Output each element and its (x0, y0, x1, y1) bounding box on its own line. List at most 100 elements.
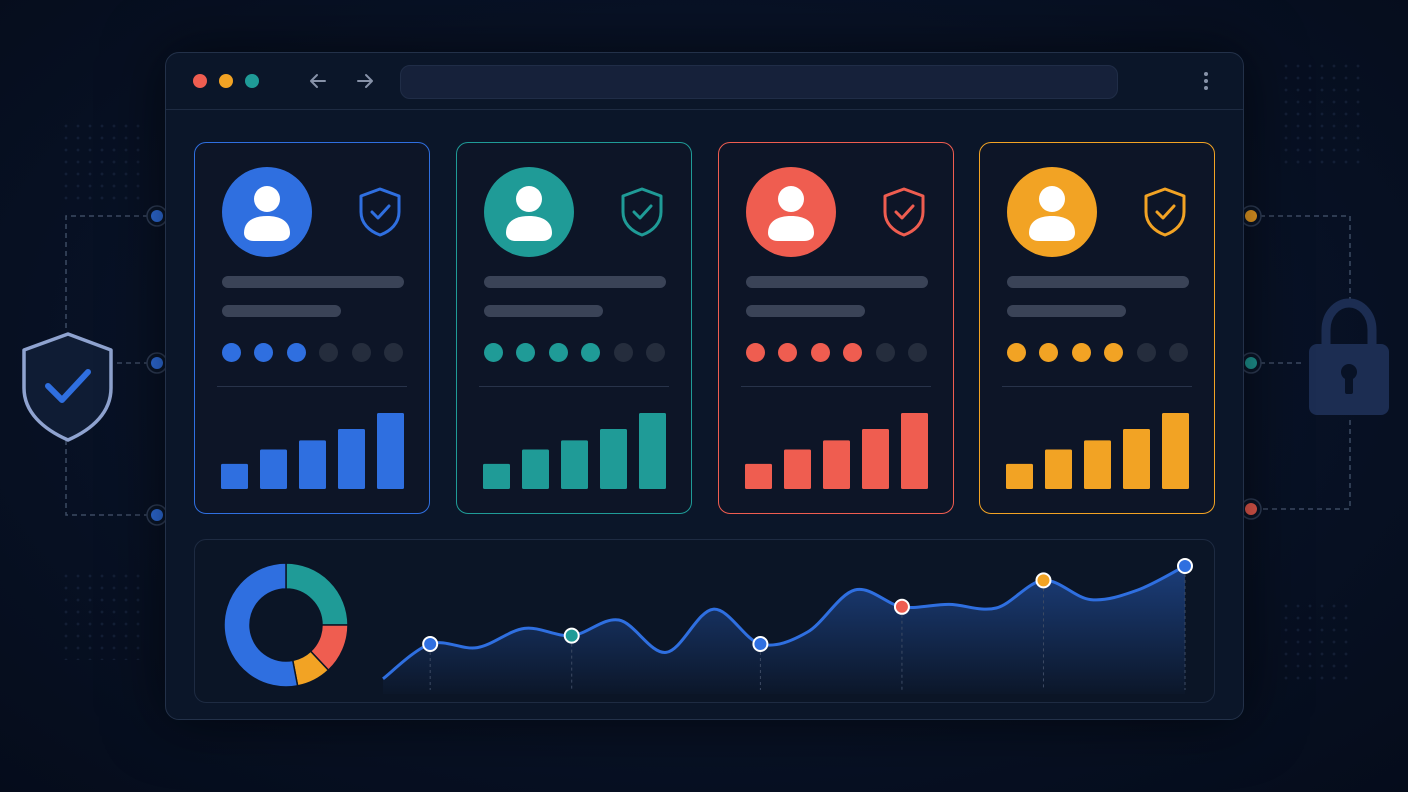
placeholder-text-line (222, 305, 341, 317)
profile-card[interactable] (456, 142, 692, 514)
mini-bar (1123, 428, 1150, 489)
shield-check-icon (22, 332, 113, 442)
placeholder-text-line (1007, 276, 1189, 288)
mini-bar (1006, 463, 1033, 489)
mini-bar-chart (483, 413, 666, 489)
mini-bar-chart (221, 413, 404, 489)
donut-segment (285, 562, 349, 626)
connector-node (1245, 503, 1257, 515)
trend-marker[interactable] (422, 636, 439, 652)
more-vertical-icon[interactable] (1202, 69, 1210, 93)
rating-dot-empty (875, 343, 895, 362)
placeholder-text-line (1007, 305, 1126, 317)
rating-dot-filled (286, 343, 306, 362)
address-bar[interactable] (400, 65, 1118, 99)
trend-marker[interactable] (563, 627, 580, 644)
rating-dots (1007, 343, 1197, 363)
mini-bar (1084, 440, 1111, 489)
rating-dot-filled (484, 343, 503, 362)
shield-check-icon (359, 187, 401, 237)
rating-dot-filled (581, 343, 601, 362)
mini-bar (784, 449, 811, 489)
connector-node (151, 509, 163, 521)
mini-bar (1045, 449, 1072, 489)
connector-node (1245, 210, 1257, 222)
trend-marker[interactable] (1177, 558, 1193, 574)
mini-bar (901, 413, 928, 489)
shield-check-icon (883, 187, 925, 237)
browser-toolbar (166, 53, 1243, 110)
trend-marker[interactable] (893, 598, 910, 615)
mini-bar (639, 413, 666, 489)
mini-bar (1162, 413, 1189, 489)
trend-marker[interactable] (752, 636, 769, 652)
rating-dot-filled (1071, 343, 1091, 362)
shield-check-icon (1144, 187, 1186, 237)
placeholder-text-line (484, 305, 603, 317)
rating-dot-empty (1169, 343, 1188, 362)
placeholder-text-line (746, 276, 928, 288)
card-divider (1002, 386, 1192, 387)
rating-dots (222, 343, 412, 363)
donut-chart (223, 562, 349, 688)
card-divider (479, 386, 669, 387)
left-connector-dots (146, 205, 168, 526)
profile-card[interactable] (194, 142, 430, 514)
card-divider (741, 386, 931, 387)
mini-bar (299, 440, 326, 489)
background-dot-pattern (1280, 600, 1350, 680)
rating-dot-filled (1007, 343, 1026, 362)
rating-dot-filled (548, 343, 568, 362)
rating-dot-empty (319, 343, 339, 362)
padlock-icon (1309, 298, 1389, 415)
rating-dots (484, 343, 674, 363)
card-divider (217, 386, 407, 387)
rating-dot-empty (351, 343, 371, 362)
rating-dot-filled (254, 343, 274, 362)
rating-dot-empty (908, 343, 927, 362)
rating-dot-filled (516, 343, 536, 362)
mini-bar (221, 463, 248, 489)
trend-marker[interactable] (1035, 572, 1052, 589)
mini-bar (522, 449, 549, 489)
mini-bar (338, 428, 365, 489)
rating-dot-empty (646, 343, 665, 362)
mini-bar (561, 440, 588, 489)
mini-bar (862, 428, 889, 489)
forward-arrow-icon[interactable] (353, 69, 377, 93)
rating-dot-filled (222, 343, 241, 362)
window-minimize-button[interactable] (219, 74, 233, 88)
connector-node (151, 357, 163, 369)
user-avatar-icon (484, 167, 574, 257)
donut-segment (223, 562, 299, 688)
rating-dot-empty (613, 343, 633, 362)
background-dot-pattern (1280, 60, 1360, 170)
mini-bar (483, 463, 510, 489)
browser-window (165, 52, 1244, 720)
rating-dot-filled (778, 343, 798, 362)
rating-dot-filled (1104, 343, 1124, 362)
mini-bar (823, 440, 850, 489)
connector-node (1245, 357, 1257, 369)
rating-dot-filled (843, 343, 863, 362)
background-dot-pattern (60, 120, 140, 200)
rating-dots (746, 343, 936, 363)
analytics-panel (194, 539, 1215, 703)
shield-check-icon (621, 187, 663, 237)
trend-area (383, 566, 1185, 694)
profile-card[interactable] (979, 142, 1215, 514)
mini-bar (377, 413, 404, 489)
rating-dot-filled (810, 343, 830, 362)
rating-dot-empty (384, 343, 403, 362)
user-avatar-icon (746, 167, 836, 257)
right-connector-dots (1240, 205, 1262, 520)
connector-node (151, 210, 163, 222)
back-arrow-icon[interactable] (306, 69, 330, 93)
trend-line-chart (382, 558, 1193, 694)
window-maximize-button[interactable] (245, 74, 259, 88)
mini-bar (745, 463, 772, 489)
profile-card[interactable] (718, 142, 954, 514)
placeholder-text-line (746, 305, 865, 317)
window-close-button[interactable] (193, 74, 207, 88)
